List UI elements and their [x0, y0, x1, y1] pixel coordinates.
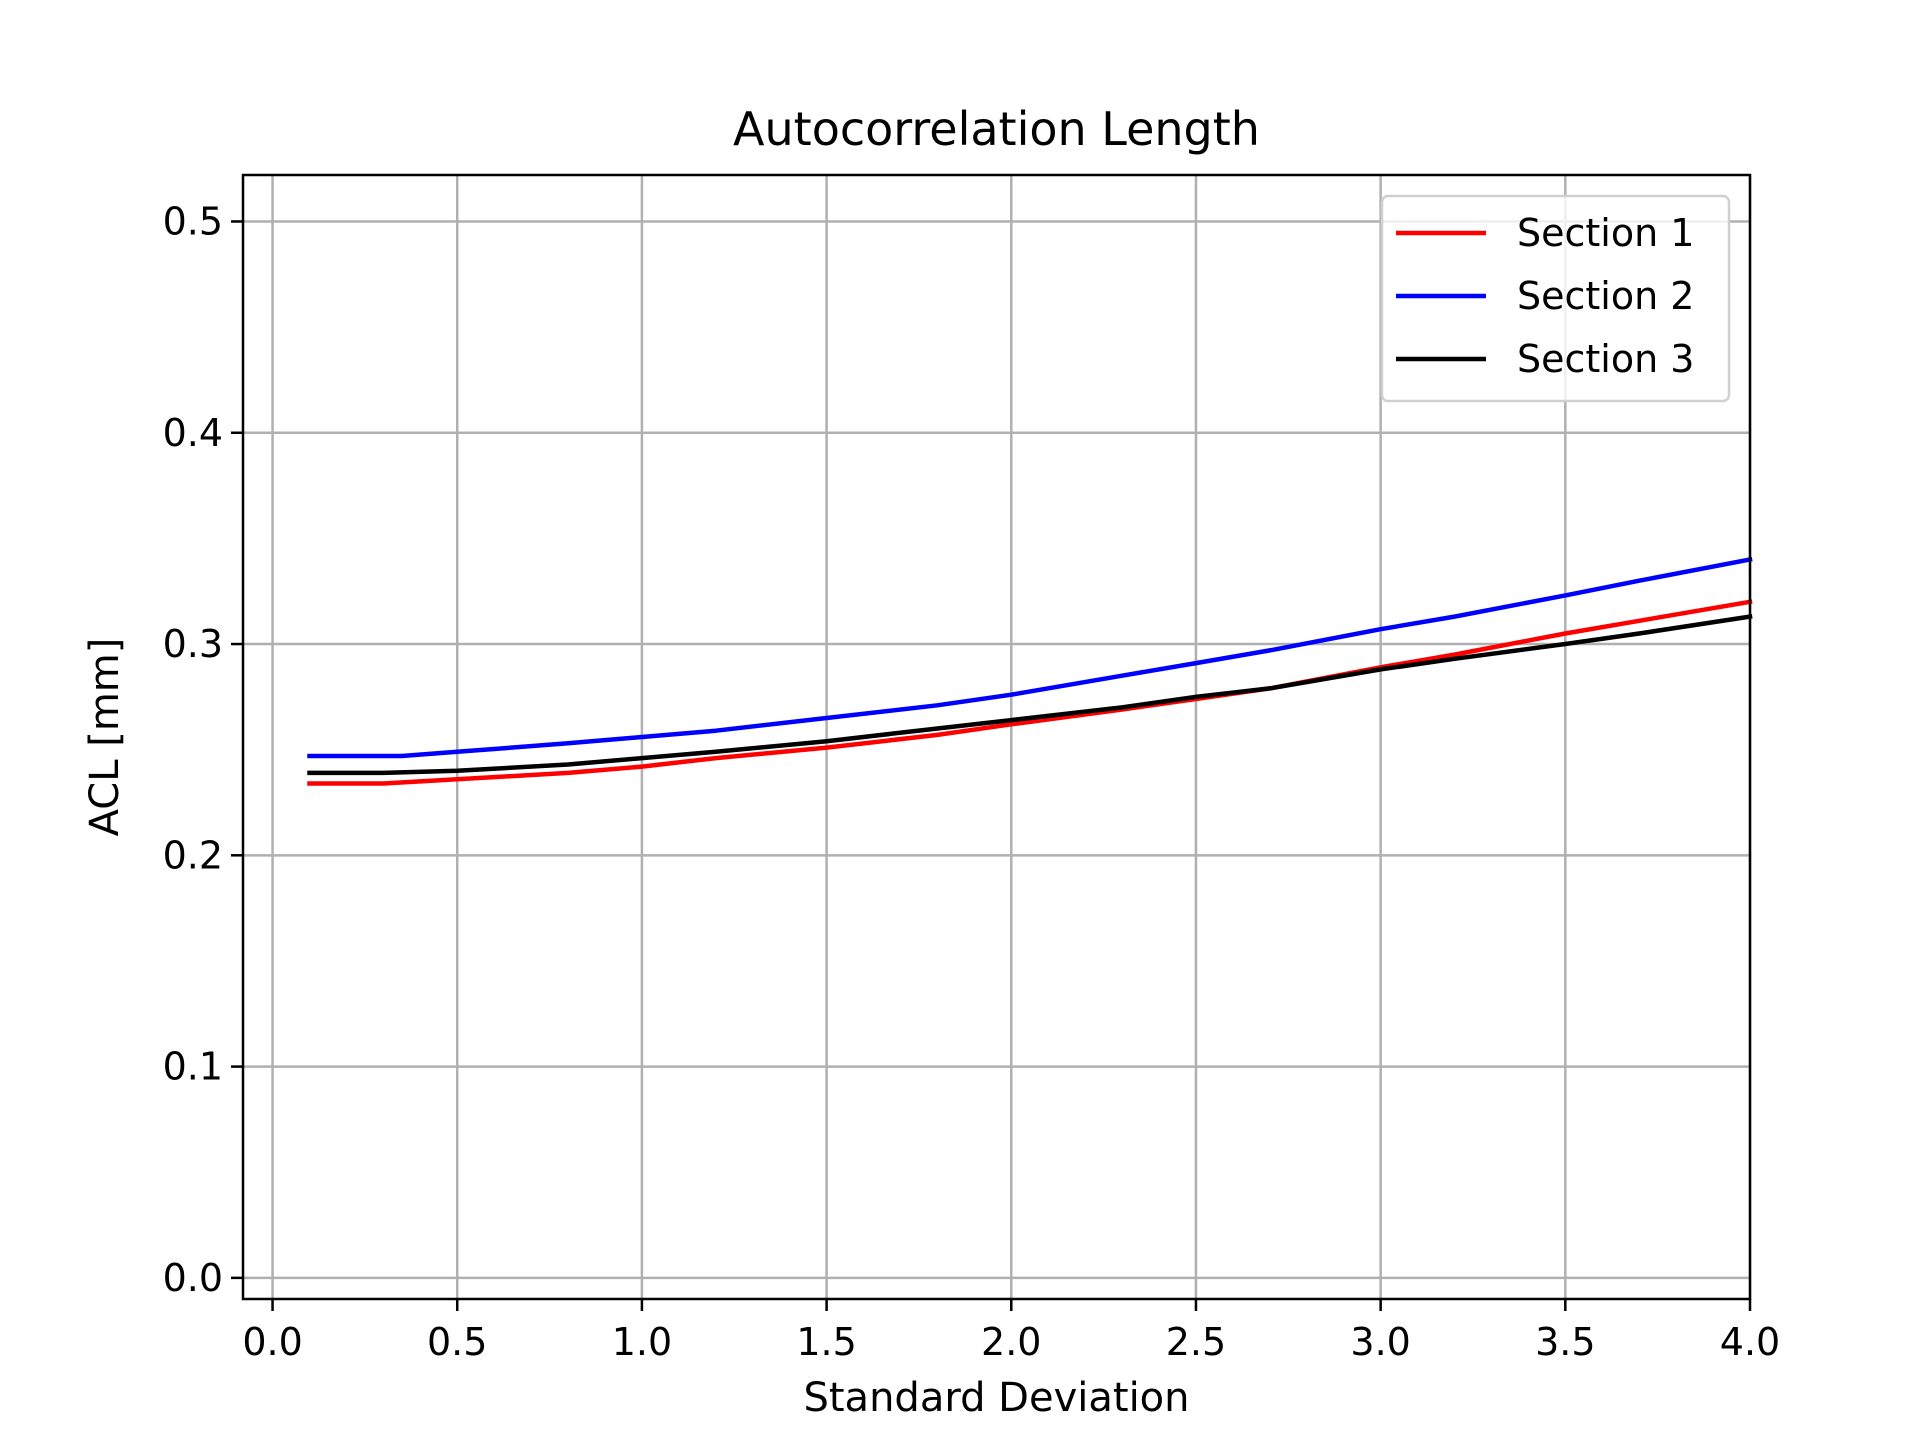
x-tick-label: 2.5 — [1166, 1320, 1226, 1364]
x-tick-label: 1.5 — [796, 1320, 856, 1364]
y-tick-label: 0.0 — [163, 1256, 223, 1300]
series-line-1 — [307, 599, 1753, 786]
x-tick-label: 3.5 — [1535, 1320, 1595, 1364]
y-tick-label: 0.4 — [163, 411, 223, 455]
x-tick-label: 4.0 — [1720, 1320, 1780, 1364]
y-axis-label: ACL [mm] — [82, 638, 128, 837]
x-tick-label: 0.0 — [242, 1320, 302, 1364]
y-tick-label: 0.3 — [163, 622, 223, 666]
axis-ticks: 0.0 0.5 1.0 1.5 2.0 2.5 3.0 3.5 4.0 0.0 0.1 0.2 0.3 0… — [163, 199, 1781, 1364]
legend: Section 1 Section 2 Section 3 — [1380, 194, 1731, 403]
y-tick-label: 0.2 — [163, 833, 223, 877]
x-tick-label: 0.5 — [427, 1320, 487, 1364]
legend-label: Section 1 — [1517, 211, 1694, 255]
x-tick-label: 2.0 — [981, 1320, 1041, 1364]
legend-label: Section 3 — [1517, 337, 1694, 381]
legend-box — [1380, 194, 1731, 403]
plot-frame — [241, 173, 1752, 1301]
legend-label: Section 2 — [1517, 274, 1694, 318]
series-line-2 — [307, 556, 1753, 759]
series-lines — [307, 556, 1753, 786]
x-tick-label: 1.0 — [612, 1320, 672, 1364]
y-tick-label: 0.5 — [163, 199, 223, 243]
x-axis-label: Standard Deviation — [803, 1375, 1189, 1421]
y-tick-label: 0.1 — [163, 1045, 223, 1089]
chart-title: Autocorrelation Length — [733, 102, 1260, 156]
series-line-3 — [307, 614, 1753, 776]
x-tick-label: 3.0 — [1350, 1320, 1410, 1364]
